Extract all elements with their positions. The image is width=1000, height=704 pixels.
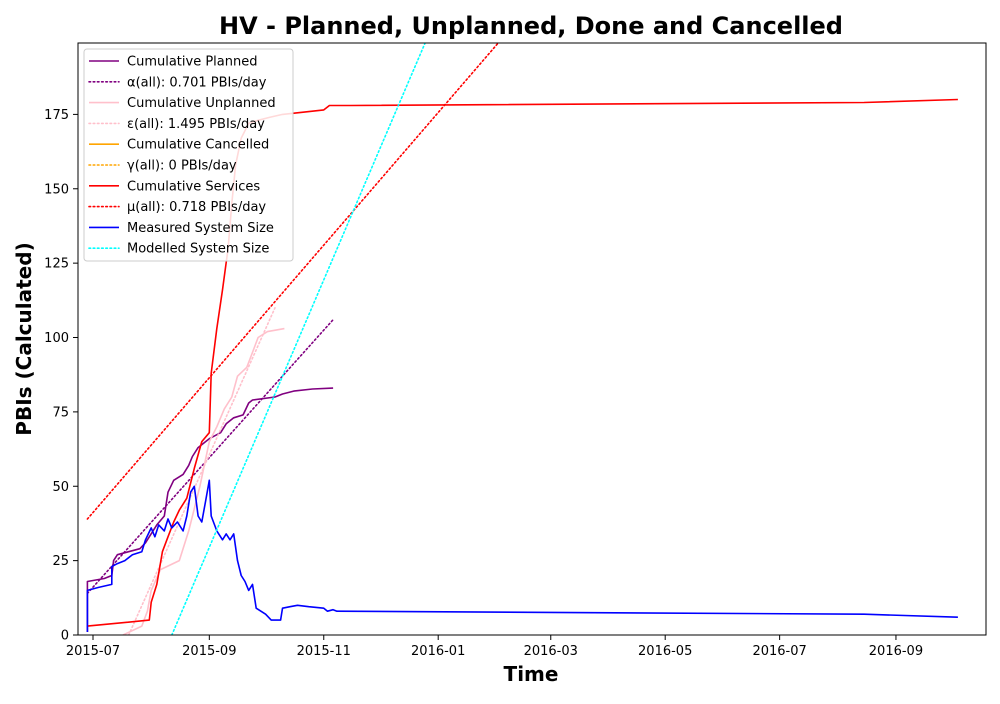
legend-label-modelled-system-size: Modelled System Size — [127, 242, 269, 257]
x-tick-label: 2016-09 — [869, 644, 923, 659]
legend-label-cumulative-unplanned: Cumulative Unplanned — [127, 96, 276, 111]
x-tick-label: 2016-01 — [411, 644, 465, 659]
y-tick-label: 25 — [52, 554, 69, 569]
legend-label-all-1-495-pbis-day: ε(all): 1.495 PBIs/day — [127, 117, 265, 132]
legend-label-all-0-701-pbis-day: α(all): 0.701 PBIs/day — [127, 75, 267, 90]
chart-title: HV - Planned, Unplanned, Done and Cancel… — [219, 12, 843, 40]
x-tick-label: 2015-09 — [182, 644, 236, 659]
legend: Cumulative Planned α(all): 0.701 PBIs/day… — [84, 49, 293, 261]
y-tick-label: 150 — [44, 182, 69, 197]
legend-label-cumulative-cancelled: Cumulative Cancelled — [127, 138, 269, 153]
y-tick-label: 75 — [52, 405, 69, 420]
y-axis-label: PBIs (Calculated) — [12, 242, 36, 435]
x-tick-label: 2016-03 — [524, 644, 578, 659]
y-tick-label: 125 — [44, 257, 69, 272]
y-tick-label: 100 — [44, 331, 69, 346]
legend-label-all-0-pbis-day: γ(all): 0 PBIs/day — [127, 159, 237, 174]
legend-label-measured-system-size: Measured System Size — [127, 221, 274, 236]
legend-label-all-0-718-pbis-day: μ(all): 0.718 PBIs/day — [127, 200, 266, 215]
x-tick-label: 2015-07 — [66, 644, 120, 659]
legend-label-cumulative-planned: Cumulative Planned — [127, 55, 257, 70]
y-tick-label: 0 — [61, 629, 69, 644]
x-axis-label: Time — [504, 662, 559, 686]
y-tick-label: 175 — [44, 108, 69, 123]
y-tick-label: 50 — [52, 480, 69, 495]
x-tick-label: 2015-11 — [297, 644, 351, 659]
x-tick-label: 2016-07 — [752, 644, 806, 659]
legend-label-cumulative-services: Cumulative Services — [127, 179, 260, 194]
x-tick-label: 2016-05 — [638, 644, 692, 659]
